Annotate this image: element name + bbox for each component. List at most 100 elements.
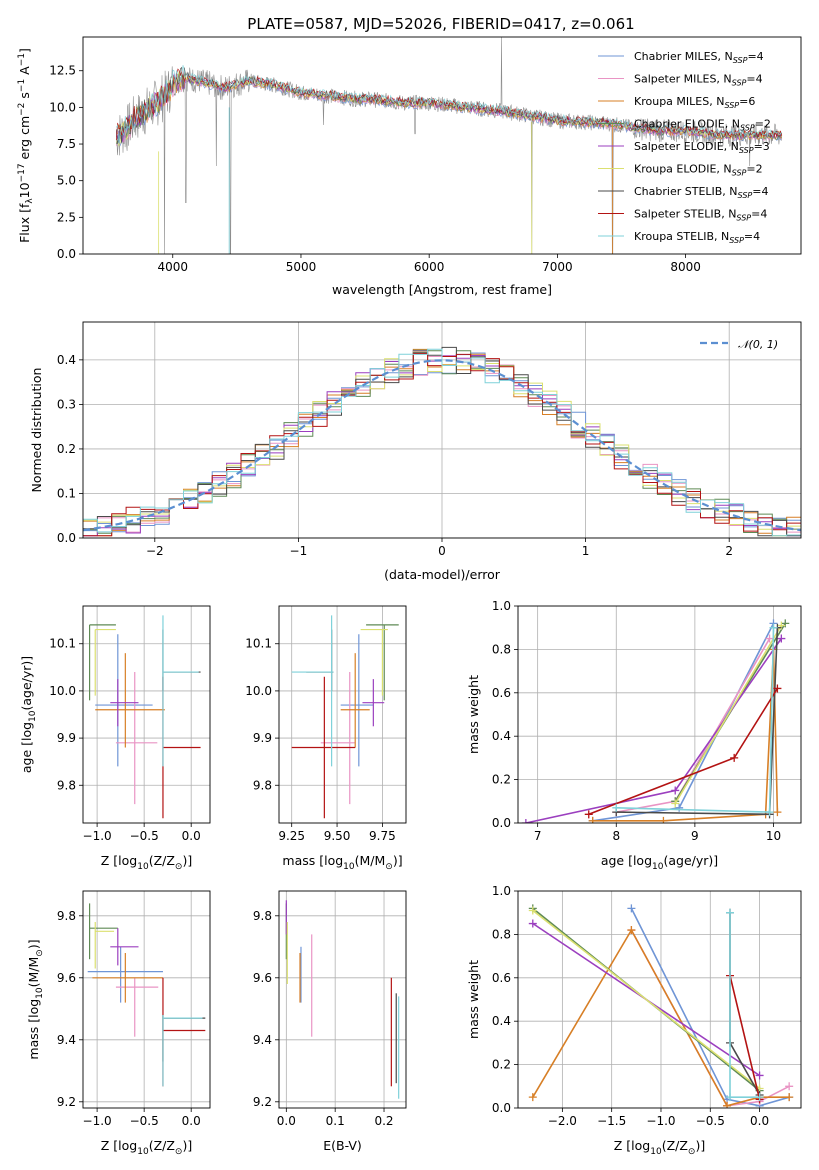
weight-line-salpeter-stelib xyxy=(729,975,761,1100)
residuals-x-label: (data-model)/error xyxy=(384,567,501,582)
y-tick-label: 9.8 xyxy=(57,778,76,792)
weight-line-chabrier-stelib xyxy=(729,912,761,1096)
y-tick-label: 12.5 xyxy=(49,64,76,78)
y-tick-label: 0.6 xyxy=(492,971,511,985)
x-tick-label: 4000 xyxy=(157,260,188,274)
y-tick-label: 9.8 xyxy=(57,909,76,923)
x-tick-label: 7000 xyxy=(542,260,573,274)
y-tick-label: 9.8 xyxy=(253,909,272,923)
age-vs-Z-plot-area xyxy=(83,606,210,823)
y-tick-label: 7.5 xyxy=(57,137,76,151)
mass-weight-vs-Z-frame xyxy=(517,890,802,1109)
x-tick-label: 7 xyxy=(534,829,542,843)
y-tick-label: 0.2 xyxy=(492,773,511,787)
y-tick-label: 2.5 xyxy=(57,210,76,224)
x-tick-label: −2.0 xyxy=(548,1114,577,1128)
weight-line-salpeter-stelib xyxy=(588,688,779,816)
y-tick-label: 0.0 xyxy=(492,816,511,830)
mass-vs-Z-axes: −1.0 −0.5 0.0 9.2 9.4 9.6 9.8 Z [log10(Z/Z⊙)] ma… xyxy=(26,890,211,1157)
x-tick-label: 2 xyxy=(725,544,733,558)
mass-weight-vs-age-plot-area xyxy=(518,606,801,823)
mass-weight-vs-age-frame xyxy=(517,605,802,824)
y-tick-label: 10.0 xyxy=(49,684,76,698)
x-tick-label: 9.25 xyxy=(278,829,305,843)
mass-weight-vs-Z-axes: −2.0 −1.5 −1.0 −0.5 0.0 0.0 0.2 0.4 0.6 0.8 1.0 Z [… xyxy=(466,884,802,1157)
mass-vs-ebv-axes: 0.0 0.1 0.2 9.2 9.4 9.6 9.8 E(B-V) xyxy=(253,890,407,1153)
mass-vs-Z-y-label: mass [log10(M/M⊙)] xyxy=(26,939,45,1059)
x-tick-label: −1 xyxy=(290,544,308,558)
y-tick-label: 0.2 xyxy=(57,442,76,456)
x-tick-label: −0.5 xyxy=(130,1114,159,1128)
weight-line-kroupa-miles-marker xyxy=(723,1101,732,1108)
weight-line-salpeter-stelib-marker xyxy=(730,753,739,762)
legend-label: Chabrier STELIB, NSSP=4 xyxy=(634,185,768,200)
y-tick-label: 0.4 xyxy=(492,729,511,743)
spectrum-x-label: wavelength [Angstrom, rest frame] xyxy=(332,282,552,297)
normal-distribution-curve xyxy=(83,359,801,532)
y-tick-label: 9.2 xyxy=(57,1095,76,1109)
mass-vs-ebv-frame xyxy=(278,890,407,1109)
x-tick-label: −2 xyxy=(146,544,164,558)
x-tick-label: 0.1 xyxy=(326,1114,345,1128)
weight-line-salpeter-elodie-marker xyxy=(521,819,530,823)
weight-line-kroupa-stelib-marker xyxy=(726,1093,735,1102)
weight-line-kroupa-elodie xyxy=(532,909,761,1090)
spectrum-axes: 4000 5000 6000 7000 8000 0.0 2.5 5.0 7.5 10.0 12.5… xyxy=(17,36,802,297)
y-tick-label: 9.6 xyxy=(253,971,272,985)
y-tick-label: 9.4 xyxy=(253,1033,272,1047)
legend-label: Chabrier MILES, NSSP=4 xyxy=(634,50,764,65)
y-tick-label: 0.0 xyxy=(57,247,76,261)
legend-normal-label: 𝒩(0, 1) xyxy=(738,338,778,351)
weight-line-kroupa-stelib-marker xyxy=(755,1093,764,1102)
x-tick-label: −0.5 xyxy=(696,1114,725,1128)
residuals-axes: −2 −1 0 1 2 0.0 0.1 0.2 0.3 0.4 (data-model)/error… xyxy=(29,321,802,582)
x-tick-label: −0.5 xyxy=(130,829,159,843)
model-spectrum-kroupa-stelib xyxy=(116,65,783,144)
age-vs-Z-axes: −1.0 −0.5 0.0 9.8 9.9 10.0 10.1 Z [log10(Z/Z⊙)]… xyxy=(19,605,211,872)
y-tick-label: 10.1 xyxy=(49,637,76,651)
legend-label: Salpeter MILES, NSSP=4 xyxy=(634,73,763,88)
weight-line-kroupa-stelib-marker xyxy=(612,803,621,812)
mass-weight-vs-age-x-label: age [log10(age/yr)] xyxy=(601,853,718,872)
x-tick-label: 0 xyxy=(438,544,446,558)
y-tick-label: 9.6 xyxy=(57,971,76,985)
x-tick-label: −1.0 xyxy=(646,1114,675,1128)
legend-label: Salpeter STELIB, NSSP=4 xyxy=(634,208,767,223)
age-vs-mass-frame xyxy=(278,605,407,824)
x-tick-label: 0.0 xyxy=(277,1114,296,1128)
y-tick-label: 10.0 xyxy=(49,100,76,114)
age-vs-Z-x-label: Z [log10(Z/Z⊙)] xyxy=(101,853,192,872)
x-tick-label: 1 xyxy=(582,544,590,558)
weight-line-salpeter-stelib-marker xyxy=(773,684,782,693)
mass-weight-vs-Z-x-label: Z [log10(Z/Z⊙)] xyxy=(614,1138,705,1157)
y-tick-label: 0.8 xyxy=(492,927,511,941)
x-tick-label: 10 xyxy=(766,829,781,843)
y-tick-label: 5.0 xyxy=(57,174,76,188)
x-tick-label: 6000 xyxy=(414,260,445,274)
mass-vs-Z-x-label: Z [log10(Z/Z⊙)] xyxy=(101,1138,192,1157)
y-tick-label: 9.9 xyxy=(57,731,76,745)
weight-line-salpeter-miles xyxy=(616,638,771,813)
x-tick-label: 9.50 xyxy=(324,829,351,843)
y-tick-label: 0.4 xyxy=(57,353,76,367)
spectrum-frame xyxy=(82,36,802,255)
age-vs-mass-axes: 9.25 9.50 9.75 9.8 9.9 10.0 10.1 mass [log10(M/… xyxy=(245,605,407,872)
mass-vs-Z-plot-area xyxy=(83,891,210,1108)
weight-line-salpeter-elodie-marker xyxy=(755,1071,764,1080)
y-tick-label: 9.2 xyxy=(253,1095,272,1109)
x-tick-label: −1.5 xyxy=(597,1114,626,1128)
weight-line-kroupa-elodie-marker xyxy=(528,906,537,915)
weight-line-salpeter-elodie-marker xyxy=(777,634,786,643)
age-vs-Z-frame xyxy=(82,605,211,824)
y-tick-label: 0.8 xyxy=(492,642,511,656)
weight-line-kroupa-miles-marker xyxy=(785,1093,794,1102)
mass-weight-vs-age-y-label: mass weight xyxy=(466,675,481,754)
weight-line-kroupa-elodie-marker xyxy=(671,799,680,808)
mass-weight-vs-Z-y-label: mass weight xyxy=(466,960,481,1039)
weight-line-kroupa-miles-marker xyxy=(627,926,636,935)
y-tick-label: 1.0 xyxy=(492,884,511,898)
weight-line-salpeter-miles-marker xyxy=(785,1082,794,1091)
weight-line-chabrier-stelib xyxy=(616,627,779,816)
x-tick-label: 0.0 xyxy=(750,1114,769,1128)
